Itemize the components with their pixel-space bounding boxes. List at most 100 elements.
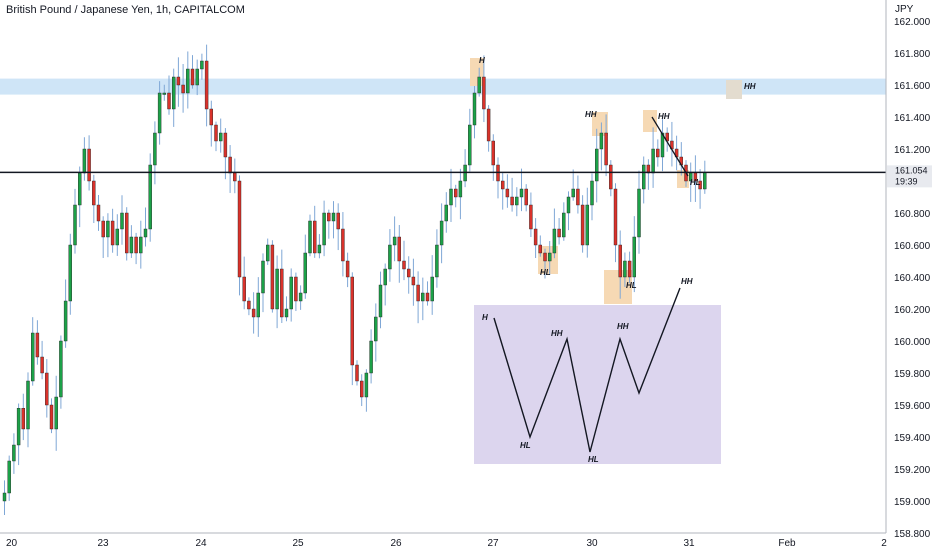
candle-up[interactable]: [388, 244, 392, 270]
candle-down[interactable]: [491, 140, 495, 166]
candle-down[interactable]: [228, 156, 232, 174]
candle-down[interactable]: [698, 180, 702, 190]
candle-up[interactable]: [623, 260, 627, 278]
candle-down[interactable]: [209, 108, 214, 126]
candle-up[interactable]: [143, 228, 148, 238]
candle-down[interactable]: [416, 284, 420, 302]
candle-down[interactable]: [35, 332, 40, 358]
candle-up[interactable]: [637, 188, 641, 238]
candle-up[interactable]: [157, 92, 162, 134]
candle-down[interactable]: [557, 228, 561, 238]
candle-up[interactable]: [477, 76, 481, 94]
candle-up[interactable]: [571, 188, 575, 198]
candle-down[interactable]: [167, 92, 171, 110]
candle-down[interactable]: [543, 252, 547, 262]
candle-up[interactable]: [68, 244, 73, 302]
candle-down[interactable]: [533, 228, 538, 246]
candle-down[interactable]: [247, 300, 251, 310]
candle-down[interactable]: [402, 260, 406, 270]
candle-down[interactable]: [580, 204, 585, 246]
candle-up[interactable]: [73, 204, 77, 246]
candle-down[interactable]: [656, 148, 660, 158]
candle-up[interactable]: [392, 236, 397, 246]
candle-down[interactable]: [510, 196, 514, 206]
candle-up[interactable]: [275, 268, 279, 310]
candle-down[interactable]: [501, 180, 505, 190]
candle-down[interactable]: [482, 76, 486, 110]
candle-up[interactable]: [218, 132, 223, 142]
candle-up[interactable]: [298, 292, 303, 302]
candle-down[interactable]: [425, 292, 430, 302]
candle-down[interactable]: [486, 108, 491, 142]
candle-down[interactable]: [96, 204, 101, 222]
candle-up[interactable]: [12, 444, 16, 462]
candle-down[interactable]: [134, 236, 138, 254]
candle-up[interactable]: [106, 220, 110, 238]
candle-up[interactable]: [284, 308, 289, 318]
candle-up[interactable]: [430, 276, 434, 302]
candle-up[interactable]: [200, 60, 204, 70]
candle-up[interactable]: [7, 460, 11, 494]
candle-up[interactable]: [77, 172, 82, 206]
candle-up[interactable]: [153, 132, 157, 166]
candle-up[interactable]: [63, 300, 68, 342]
candle-up[interactable]: [186, 68, 190, 94]
candle-down[interactable]: [327, 212, 331, 222]
candle-up[interactable]: [378, 284, 383, 318]
candle-down[interactable]: [538, 244, 542, 254]
candle-down[interactable]: [176, 76, 181, 86]
candle-down[interactable]: [251, 308, 256, 318]
candle-up[interactable]: [322, 212, 326, 246]
candle-down[interactable]: [609, 164, 613, 190]
candle-up[interactable]: [195, 68, 199, 86]
candle-up[interactable]: [472, 92, 477, 126]
candle-up[interactable]: [444, 204, 448, 222]
pattern-box[interactable]: [474, 305, 721, 464]
candle-down[interactable]: [294, 276, 298, 302]
candle-down[interactable]: [204, 60, 209, 110]
candle-up[interactable]: [82, 148, 87, 174]
candle-down[interactable]: [233, 172, 237, 182]
candle-down[interactable]: [618, 244, 622, 278]
candle-down[interactable]: [355, 364, 359, 382]
candle-up[interactable]: [54, 396, 58, 430]
candle-up[interactable]: [303, 252, 307, 294]
candle-up[interactable]: [148, 164, 152, 230]
candle-down[interactable]: [237, 180, 242, 278]
candle-down[interactable]: [505, 188, 510, 198]
candle-up[interactable]: [651, 148, 655, 174]
candle-down[interactable]: [181, 84, 185, 94]
candle-down[interactable]: [223, 132, 228, 158]
candle-up[interactable]: [421, 292, 425, 302]
candle-down[interactable]: [613, 188, 618, 246]
candle-up[interactable]: [449, 188, 453, 206]
candle-up[interactable]: [458, 180, 463, 198]
candle-down[interactable]: [397, 236, 401, 262]
candle-up[interactable]: [289, 276, 293, 310]
candle-up[interactable]: [120, 212, 124, 230]
candle-down[interactable]: [604, 132, 608, 166]
candle-down[interactable]: [407, 268, 411, 278]
candle-down[interactable]: [49, 404, 54, 430]
candle-down[interactable]: [101, 220, 105, 238]
time-axis[interactable]: 20 23 24 25 26 27 30 31 Feb 2: [6, 538, 887, 549]
candle-up[interactable]: [590, 180, 594, 206]
candle-down[interactable]: [110, 220, 115, 246]
candle-up[interactable]: [317, 244, 322, 254]
candle-up[interactable]: [585, 204, 589, 246]
candle-up[interactable]: [519, 188, 524, 198]
candle-up[interactable]: [16, 408, 21, 446]
candle-down[interactable]: [190, 68, 195, 86]
candle-up[interactable]: [439, 220, 444, 246]
candle-up[interactable]: [308, 220, 312, 254]
candle-up[interactable]: [59, 340, 63, 398]
candle-up[interactable]: [548, 252, 552, 262]
candle-up[interactable]: [256, 292, 260, 318]
candle-up[interactable]: [139, 236, 143, 254]
candle-down[interactable]: [214, 124, 218, 142]
candle-up[interactable]: [266, 244, 270, 262]
candle-up[interactable]: [552, 228, 557, 254]
candle-up[interactable]: [31, 332, 35, 382]
candle-up[interactable]: [261, 260, 265, 294]
